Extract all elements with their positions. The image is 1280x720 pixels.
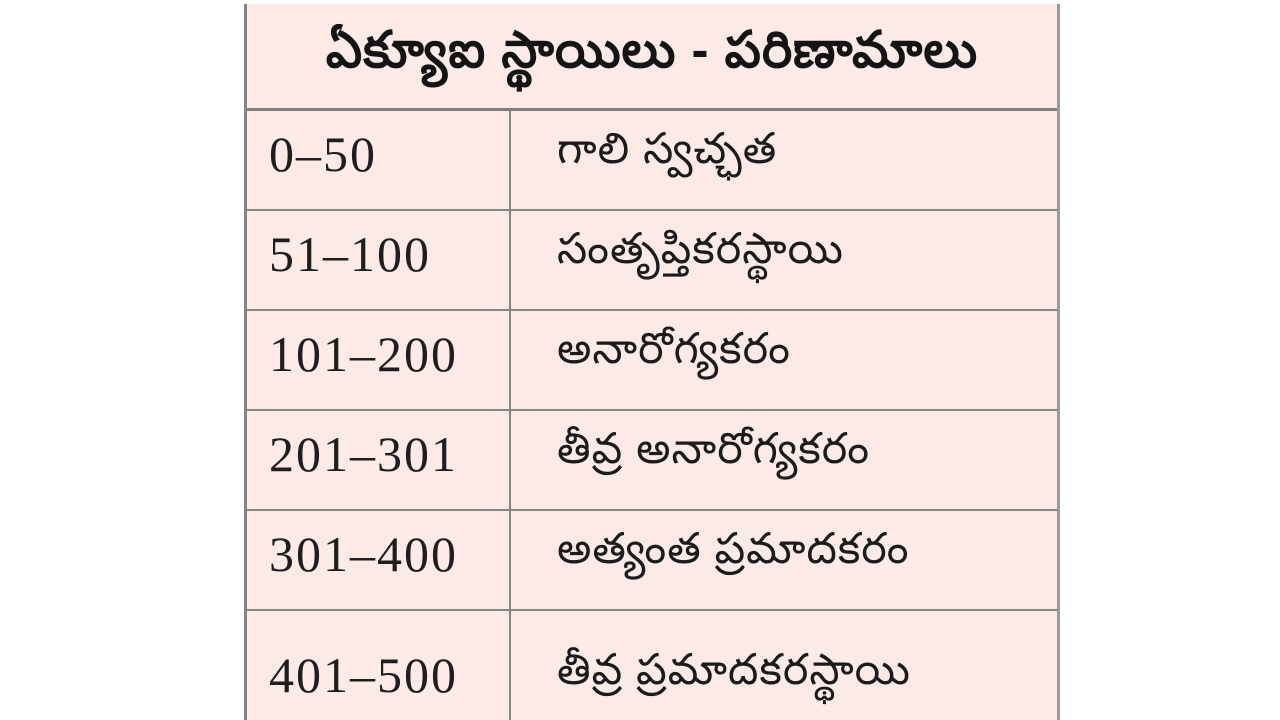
aqi-range-cell: 51–100 (247, 211, 511, 309)
aqi-meaning-cell: అత్యంత ప్రమాదకరం (557, 524, 910, 573)
aqi-range-cell: 401–500 (247, 611, 511, 720)
table-row: 0–50 గాలి స్వచ్ఛత (247, 111, 1057, 211)
aqi-range-cell: 301–400 (247, 511, 511, 609)
table-header: ఏక్యూఐ స్థాయిలు - పరిణామాలు (247, 4, 1057, 111)
table-row: 401–500 తీవ్ర ప్రమాదకరస్థాయి (247, 611, 1057, 720)
aqi-meaning-cell: గాలి స్వచ్ఛత (557, 124, 778, 173)
aqi-range-cell: 0–50 (247, 111, 511, 209)
aqi-range-cell: 101–200 (247, 311, 511, 409)
aqi-range-cell: 201–301 (247, 411, 511, 509)
table-row: 51–100 సంతృప్తికరస్థాయి (247, 211, 1057, 311)
table-row: 301–400 అత్యంత ప్రమాదకరం (247, 511, 1057, 611)
aqi-meaning-cell: తీవ్ర అనారోగ్యకరం (557, 424, 871, 473)
table-title: ఏక్యూఐ స్థాయిలు - పరిణామాలు (325, 21, 979, 78)
aqi-levels-table: ఏక్యూఐ స్థాయిలు - పరిణామాలు 0–50 గాలి స్… (244, 4, 1060, 720)
table-row: 101–200 అనారోగ్యకరం (247, 311, 1057, 411)
aqi-meaning-cell: అనారోగ్యకరం (557, 324, 791, 373)
aqi-meaning-cell: తీవ్ర ప్రమాదకరస్థాయి (557, 645, 911, 694)
table-row: 201–301 తీవ్ర అనారోగ్యకరం (247, 411, 1057, 511)
aqi-meaning-cell: సంతృప్తికరస్థాయి (557, 224, 844, 273)
